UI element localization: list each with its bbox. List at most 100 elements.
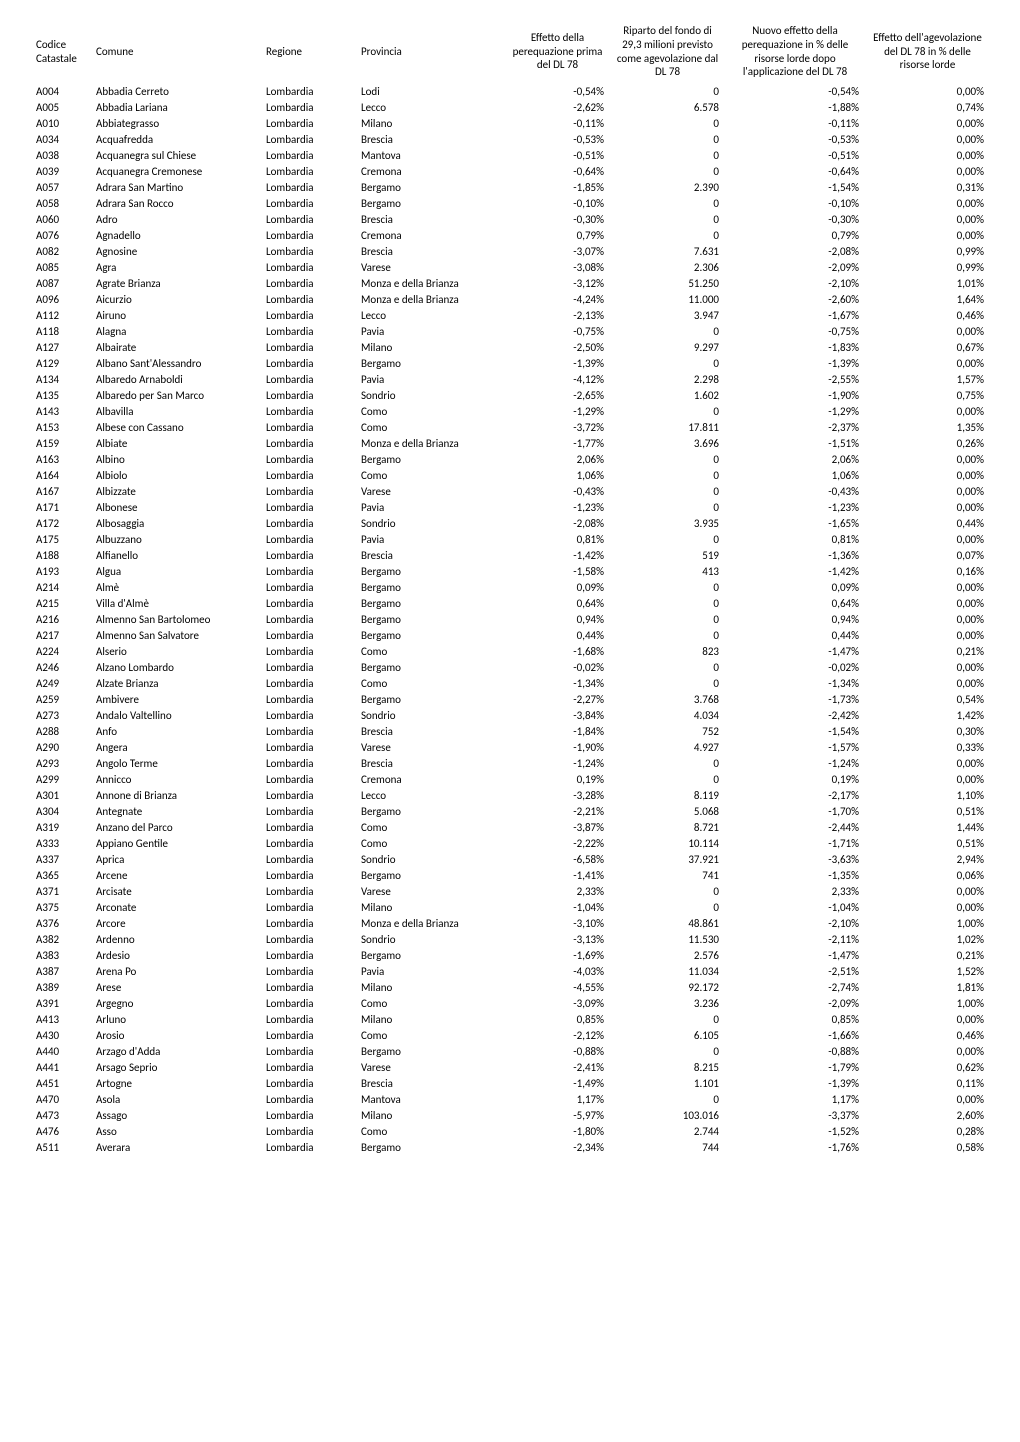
- cell-prov: Pavia: [355, 499, 505, 515]
- cell-rip: 5.068: [610, 803, 725, 819]
- cell-comune: Albiolo: [90, 467, 260, 483]
- cell-nuovo: -0,53%: [725, 131, 865, 147]
- cell-comune: Algua: [90, 563, 260, 579]
- table-row: A039Acquanegra CremoneseLombardiaCremona…: [30, 163, 990, 179]
- cell-pct: 0,00%: [865, 131, 990, 147]
- cell-code: A319: [30, 819, 90, 835]
- cell-comune: Almè: [90, 579, 260, 595]
- cell-rip: 0: [610, 627, 725, 643]
- cell-prov: Como: [355, 1123, 505, 1139]
- table-row: A391ArgegnoLombardiaComo-3,09%3.236-2,09…: [30, 995, 990, 1011]
- cell-comune: Artogne: [90, 1075, 260, 1091]
- cell-code: A153: [30, 419, 90, 435]
- cell-pct: 0,74%: [865, 99, 990, 115]
- cell-regione: Lombardia: [260, 595, 355, 611]
- table-row: A129Albano Sant'AlessandroLombardiaBerga…: [30, 355, 990, 371]
- cell-regione: Lombardia: [260, 131, 355, 147]
- cell-regione: Lombardia: [260, 643, 355, 659]
- cell-comune: Abbiategrasso: [90, 115, 260, 131]
- cell-eff: -0,02%: [505, 659, 610, 675]
- cell-rip: 0: [610, 467, 725, 483]
- cell-comune: Alfianello: [90, 547, 260, 563]
- cell-comune: Arosio: [90, 1027, 260, 1043]
- cell-pct: 1,00%: [865, 995, 990, 1011]
- cell-comune: Albino: [90, 451, 260, 467]
- cell-rip: 11.530: [610, 931, 725, 947]
- cell-pct: 0,26%: [865, 435, 990, 451]
- cell-code: A301: [30, 787, 90, 803]
- table-row: A060AdroLombardiaBrescia-0,30%0-0,30%0,0…: [30, 211, 990, 227]
- cell-regione: Lombardia: [260, 451, 355, 467]
- cell-nuovo: -0,75%: [725, 323, 865, 339]
- table-row: A143AlbavillaLombardiaComo-1,29%0-1,29%0…: [30, 403, 990, 419]
- cell-pct: 0,46%: [865, 307, 990, 323]
- cell-code: A371: [30, 883, 90, 899]
- cell-regione: Lombardia: [260, 659, 355, 675]
- cell-comune: Albese con Cassano: [90, 419, 260, 435]
- table-row: A134Albaredo ArnaboldiLombardiaPavia-4,1…: [30, 371, 990, 387]
- cell-code: A375: [30, 899, 90, 915]
- cell-code: A167: [30, 483, 90, 499]
- table-row: A135Albaredo per San MarcoLombardiaSondr…: [30, 387, 990, 403]
- cell-code: A365: [30, 867, 90, 883]
- cell-comune: Acquanegra sul Chiese: [90, 147, 260, 163]
- cell-code: A164: [30, 467, 90, 483]
- cell-prov: Lecco: [355, 787, 505, 803]
- cell-regione: Lombardia: [260, 963, 355, 979]
- cell-code: A430: [30, 1027, 90, 1043]
- cell-pct: 0,00%: [865, 163, 990, 179]
- cell-eff: -1,41%: [505, 867, 610, 883]
- cell-code: A382: [30, 931, 90, 947]
- cell-comune: Appiano Gentile: [90, 835, 260, 851]
- cell-comune: Angera: [90, 739, 260, 755]
- cell-prov: Bergamo: [355, 579, 505, 595]
- table-row: A082AgnosineLombardiaBrescia-3,07%7.631-…: [30, 243, 990, 259]
- cell-prov: Como: [355, 835, 505, 851]
- cell-nuovo: -1,51%: [725, 435, 865, 451]
- cell-comune: Alserio: [90, 643, 260, 659]
- cell-eff: -1,84%: [505, 723, 610, 739]
- cell-eff: -1,68%: [505, 643, 610, 659]
- cell-prov: Bergamo: [355, 947, 505, 963]
- cell-nuovo: -1,52%: [725, 1123, 865, 1139]
- cell-pct: 0,00%: [865, 467, 990, 483]
- cell-regione: Lombardia: [260, 1011, 355, 1027]
- cell-comune: Angolo Terme: [90, 755, 260, 771]
- cell-regione: Lombardia: [260, 83, 355, 99]
- cell-nuovo: -1,47%: [725, 947, 865, 963]
- cell-prov: Como: [355, 995, 505, 1011]
- cell-nuovo: -2,11%: [725, 931, 865, 947]
- cell-nuovo: -0,11%: [725, 115, 865, 131]
- cell-rip: 0: [610, 115, 725, 131]
- cell-rip: 1.101: [610, 1075, 725, 1091]
- table-body: A004Abbadia CerretoLombardiaLodi-0,54%0-…: [30, 83, 990, 1155]
- cell-rip: 0: [610, 659, 725, 675]
- cell-rip: 0: [610, 611, 725, 627]
- cell-regione: Lombardia: [260, 931, 355, 947]
- cell-rip: 8.215: [610, 1059, 725, 1075]
- cell-nuovo: -1,90%: [725, 387, 865, 403]
- cell-nuovo: -0,51%: [725, 147, 865, 163]
- cell-nuovo: 0,85%: [725, 1011, 865, 1027]
- cell-code: A129: [30, 355, 90, 371]
- cell-rip: 2.298: [610, 371, 725, 387]
- table-row: A034AcquafreddaLombardiaBrescia-0,53%0-0…: [30, 131, 990, 147]
- cell-code: A290: [30, 739, 90, 755]
- cell-nuovo: -1,24%: [725, 755, 865, 771]
- cell-nuovo: -0,30%: [725, 211, 865, 227]
- cell-code: A118: [30, 323, 90, 339]
- cell-pct: 0,00%: [865, 195, 990, 211]
- cell-prov: Milano: [355, 115, 505, 131]
- cell-nuovo: -1,66%: [725, 1027, 865, 1043]
- cell-rip: 48.861: [610, 915, 725, 931]
- cell-eff: -0,51%: [505, 147, 610, 163]
- cell-eff: -0,54%: [505, 83, 610, 99]
- cell-nuovo: -2,74%: [725, 979, 865, 995]
- cell-pct: 0,00%: [865, 403, 990, 419]
- cell-rip: 0: [610, 531, 725, 547]
- cell-pct: 0,00%: [865, 499, 990, 515]
- cell-regione: Lombardia: [260, 979, 355, 995]
- cell-code: A246: [30, 659, 90, 675]
- table-header: Codice CatastaleComuneRegioneProvinciaEf…: [30, 20, 990, 83]
- cell-eff: 2,06%: [505, 451, 610, 467]
